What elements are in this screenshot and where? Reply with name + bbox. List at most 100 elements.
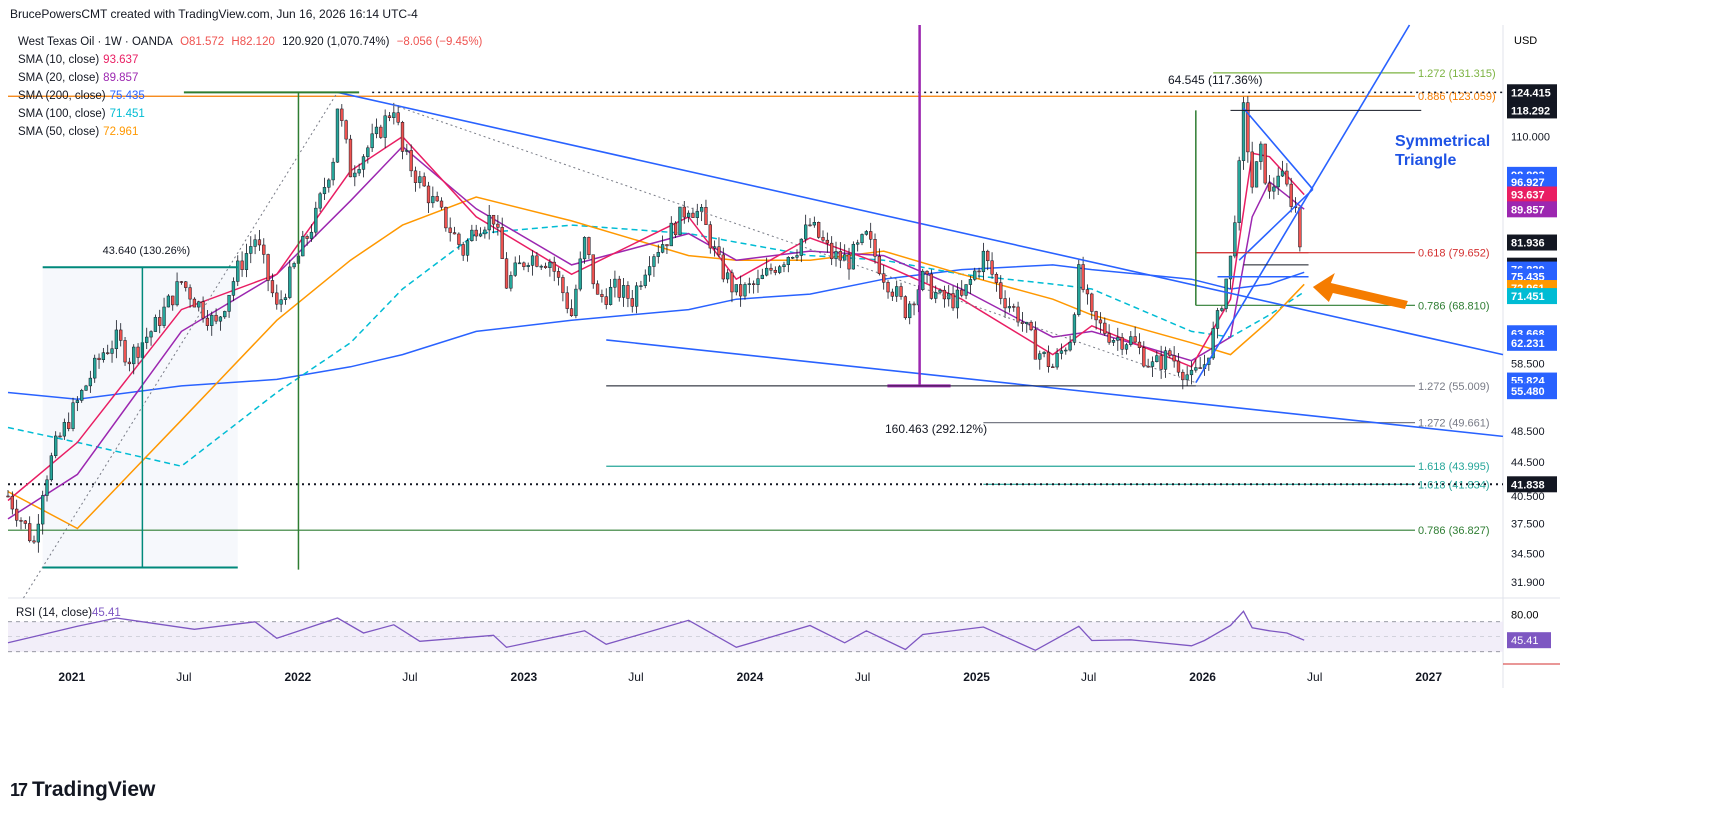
candle-body [145,336,149,343]
candle [856,239,860,252]
candle-body [617,278,621,298]
candle-body [686,212,691,218]
candle-body [93,357,97,379]
candle [665,244,669,255]
candle-body [1016,306,1020,323]
candle [162,297,166,329]
candle [799,238,803,263]
candle [682,201,686,224]
candle-body [1250,151,1254,188]
x-tick-label: Jul [176,670,191,684]
candle-body [1246,102,1250,153]
candle [760,268,764,280]
legend-indicator-row[interactable]: SMA (10, close) 93.637 [18,51,486,69]
candle-body [773,269,777,273]
legend-overlay: 120.920 (1,070.74%) [282,36,390,48]
candle-body [179,281,184,283]
candle-body [45,479,49,496]
candle [270,273,275,298]
candle-body [712,246,717,249]
candle-body [1064,349,1068,352]
price-tag-text: 41.838 [1511,479,1545,491]
candle-body [1116,337,1120,341]
fib-label: 1.272 (55.009) [1418,381,1490,393]
legend-indicator-row[interactable]: SMA (50, close) 72.961 [18,123,486,141]
candle [522,261,526,271]
price-tag-bg [1507,201,1557,218]
candle [370,123,374,152]
candle-body [387,115,392,118]
candle-body [1142,347,1146,367]
price-tag: 96.927 [1507,174,1557,191]
price-tag-bg [1507,102,1557,119]
candle-body [331,161,335,181]
price-tag: 124.415 [1507,84,1557,101]
candle-body [738,284,743,297]
candle [552,256,556,282]
candle-body [400,122,405,152]
candle [895,280,899,302]
candle [457,232,461,250]
indicator-value: 71.451 [109,108,145,120]
candle [756,269,760,293]
candle [28,516,32,543]
candle-body [1159,355,1163,370]
time-axis: 2021 Jul 2022 Jul 2023 Jul 2024 Jul 2025 Jul 2026 J… [58,670,1442,684]
price-tag-text: 71.451 [1511,291,1545,303]
candle [444,206,448,232]
candle [795,249,799,261]
candle [413,166,418,192]
candle-body [1285,170,1289,185]
creator-line: BrucePowersCMT created with TradingView.… [10,7,418,21]
candle [1228,255,1233,289]
legend-indicator-row[interactable]: SMA (100, close) 71.451 [18,105,486,123]
candle [218,316,223,331]
price-tag-bg [1507,234,1557,251]
candle-body [236,260,240,282]
candle-body [864,231,869,235]
legend-indicator-row[interactable]: SMA (200, close) 75.435 [18,87,486,105]
trend-drawings: 43.640 (130.26%) 64.545 (117.36%) 160.463 … [23,24,1504,599]
candle [36,514,40,553]
candle-body [36,523,40,543]
candle [981,242,986,280]
tradingview-logo[interactable]: 17 TradingView [10,778,155,802]
candle-body [262,244,266,255]
price-tag-bg [1507,334,1557,351]
candle [643,269,647,289]
candle [1133,326,1137,344]
candle [227,294,231,318]
candle [513,256,517,277]
candle-body [353,172,357,178]
candle-body [548,261,552,269]
candle-body [1176,360,1181,373]
candle-body [1276,175,1280,188]
candle-body [517,262,522,265]
candle-body [725,272,730,280]
indicator-value: 72.961 [103,126,139,138]
candle [1150,356,1155,377]
candle-body [153,317,158,332]
fibonacci-levels: 1.272 (131.315) 0.886 (123.059) 0.618 (79.… [8,68,1503,537]
candle-body [673,222,678,236]
candle [955,283,960,319]
candle-body [396,112,400,123]
candle-body [370,133,374,149]
candle [994,272,999,292]
legend-indicator-row[interactable]: SMA (20, close) 89.857 [18,69,486,87]
candle-body [977,270,981,273]
candle [110,340,114,363]
candle-body [587,237,591,255]
candle [1107,324,1111,345]
candle-body [257,239,262,246]
candle-body [1003,298,1007,309]
candle [58,432,62,438]
candle [968,275,973,294]
candle [223,310,227,319]
candle [418,170,422,189]
candle [487,205,491,240]
fib-label: 0.786 (68.810) [1418,300,1490,312]
candle-body [119,329,123,341]
candle [1068,335,1072,352]
